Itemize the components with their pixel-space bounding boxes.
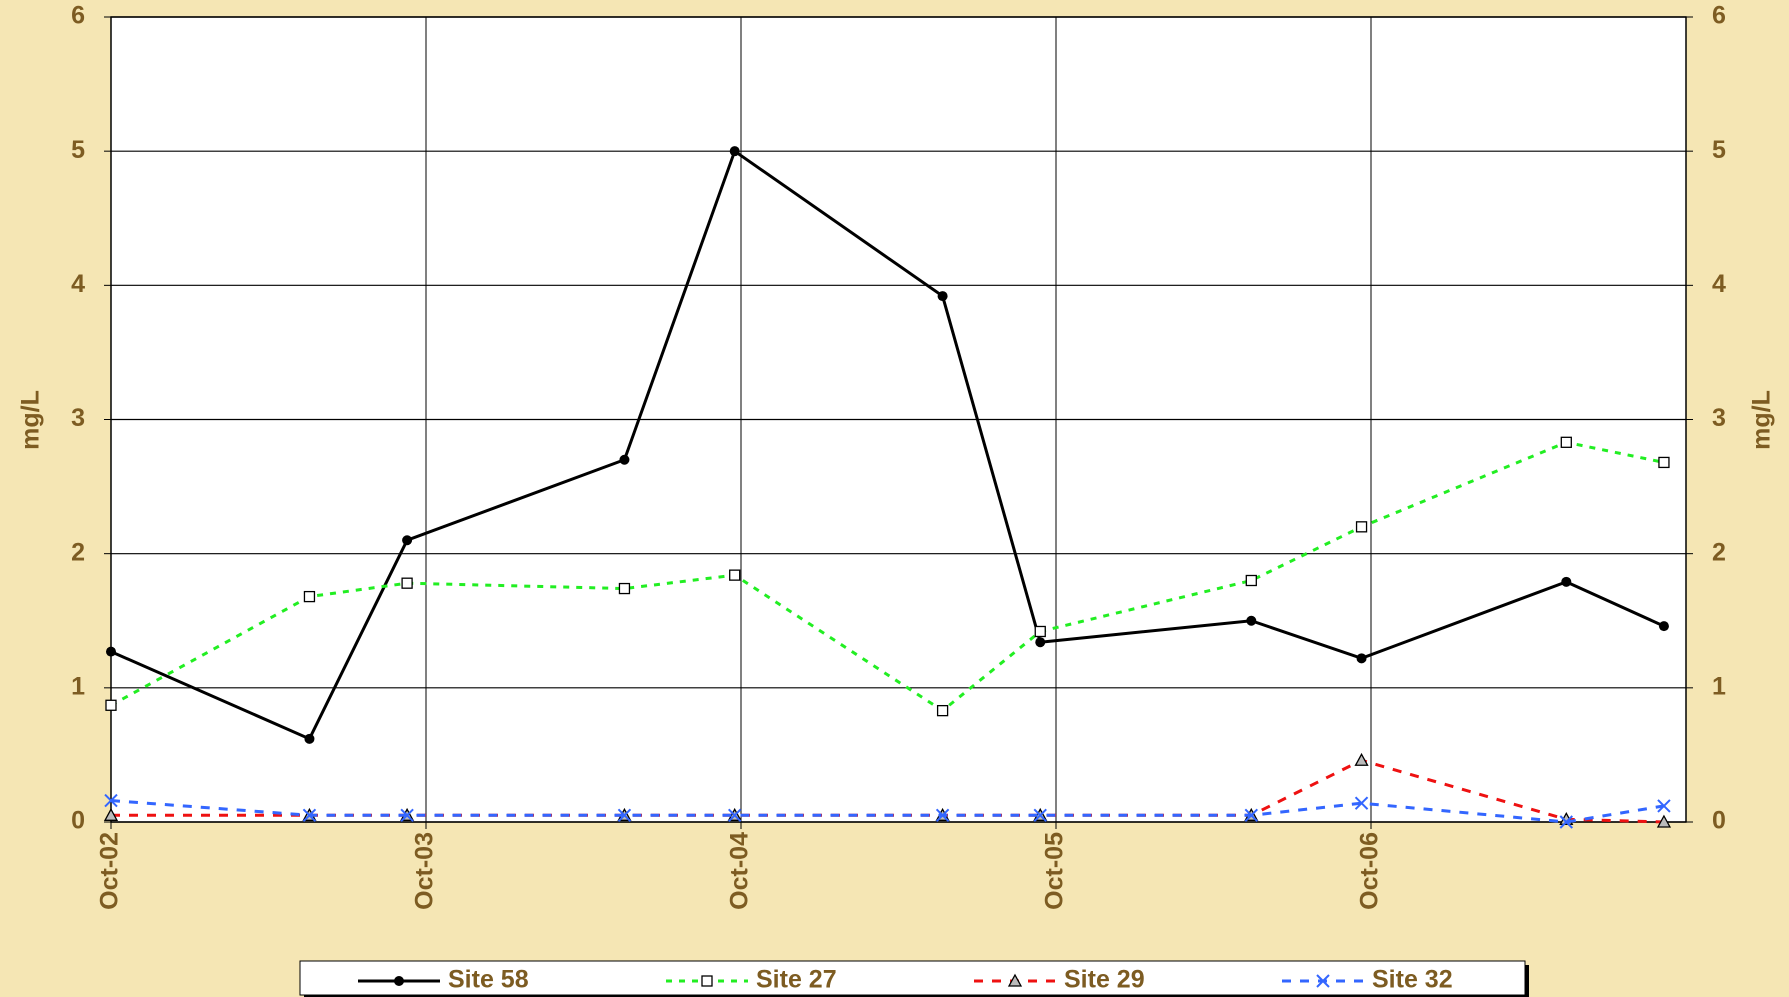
marker [104, 793, 118, 808]
legend-marker [701, 975, 713, 987]
marker [106, 646, 116, 657]
marker [1656, 814, 1672, 828]
marker [729, 569, 741, 581]
marker [1035, 637, 1046, 648]
marker [105, 699, 117, 711]
legend-marker [1316, 974, 1330, 988]
legend-marker [1007, 973, 1023, 987]
marker [1561, 576, 1572, 587]
marker [1658, 456, 1670, 469]
marker [1356, 653, 1367, 664]
marker [1560, 436, 1572, 448]
marker [727, 808, 742, 822]
y-tick-label: 4 [71, 270, 85, 298]
x-tick-label: Oct-02 [96, 832, 124, 910]
marker [1033, 808, 1047, 822]
x-tick-label: Oct-05 [1041, 832, 1069, 910]
marker [1658, 621, 1669, 632]
y2-tick-label: 0 [1712, 807, 1726, 835]
x-tick-label: Oct-06 [1356, 832, 1384, 910]
marker [1245, 574, 1257, 587]
y-tick-label: 6 [71, 2, 85, 30]
y2-tick-label: 2 [1712, 538, 1726, 566]
marker [103, 807, 119, 821]
marker [1034, 625, 1046, 638]
legend-label: Site 27 [756, 966, 837, 994]
legend-label: Site 58 [448, 966, 529, 994]
x-tick-label: Oct-03 [411, 832, 439, 910]
legend-label: Site 32 [1372, 966, 1453, 994]
marker [937, 291, 948, 302]
marker [303, 590, 316, 603]
marker [1244, 808, 1259, 822]
y2-tick-label: 5 [1712, 136, 1726, 164]
marker [1354, 752, 1369, 766]
y-axis-label: mg/L [17, 390, 45, 450]
marker [619, 454, 630, 465]
marker [618, 582, 631, 595]
marker [935, 808, 950, 822]
legend-marker [394, 976, 404, 986]
x-tick-label: Oct-04 [726, 832, 754, 910]
y-tick-label: 2 [71, 538, 85, 566]
marker [729, 146, 740, 157]
marker [401, 577, 413, 589]
marker [1657, 799, 1671, 813]
y2-axis-label: mg/L [1748, 390, 1776, 450]
y-tick-label: 3 [71, 404, 85, 432]
marker [302, 808, 317, 822]
marker [617, 808, 632, 822]
y-tick-label: 1 [71, 672, 85, 700]
y2-tick-label: 3 [1712, 404, 1726, 432]
marker [1354, 796, 1369, 810]
y2-tick-label: 1 [1712, 672, 1726, 700]
marker [1355, 521, 1368, 533]
marker [402, 535, 413, 546]
y2-tick-label: 6 [1712, 2, 1726, 30]
y-tick-label: 0 [71, 807, 85, 835]
marker [400, 808, 414, 822]
legend-label: Site 29 [1064, 966, 1145, 994]
marker [1559, 815, 1574, 829]
marker [304, 733, 315, 744]
y2-tick-label: 4 [1712, 270, 1726, 298]
marker [936, 704, 949, 717]
y-tick-label: 5 [71, 136, 85, 164]
marker [1246, 615, 1257, 626]
